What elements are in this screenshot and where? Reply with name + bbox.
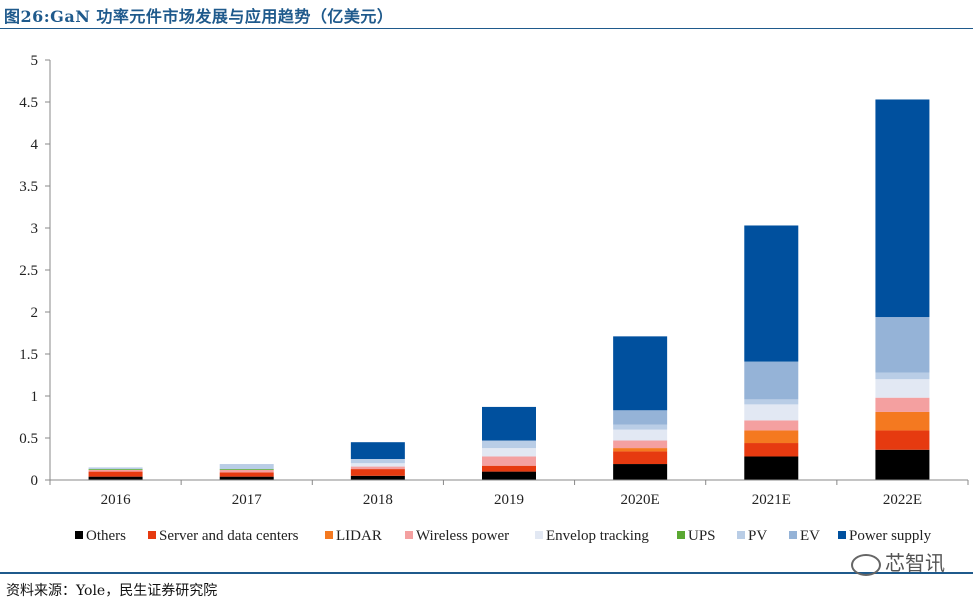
- bar-segment: [88, 467, 143, 470]
- y-tick-label: 0: [31, 473, 39, 489]
- legend-swatch: [148, 531, 156, 539]
- bar-segment: [613, 451, 668, 465]
- legend-label: PV: [748, 528, 767, 544]
- bar-segment: [613, 336, 668, 411]
- bar-segment: [350, 469, 405, 476]
- bar-segment: [88, 469, 143, 472]
- legend-label: Power supply: [849, 528, 932, 544]
- bar-segment: [350, 442, 405, 459]
- bar-segment: [613, 424, 668, 430]
- y-tick-label: 4: [31, 137, 39, 153]
- bar-segment: [219, 469, 274, 473]
- bar-segment: [875, 372, 930, 380]
- bar-segment: [875, 430, 930, 450]
- bar-segment: [88, 476, 143, 480]
- legend-label: Envelop tracking: [546, 528, 649, 544]
- bar-segment: [875, 397, 930, 412]
- legend-swatch: [325, 531, 333, 539]
- x-tick-label: 2019: [494, 492, 524, 508]
- y-tick-label: 0.5: [19, 431, 38, 447]
- y-tick-label: 5: [31, 53, 39, 69]
- y-tick-label: 2.5: [19, 263, 38, 279]
- bar-segment: [744, 399, 799, 405]
- bar-segment: [744, 361, 799, 400]
- bar-segment: [613, 410, 668, 425]
- legend: Others Server and data centers LIDAR Wirele…: [75, 528, 932, 544]
- stacked-bar-chart: 00.511.522.533.544.55 2016 2017 2018 2019 20…: [19, 53, 969, 544]
- bar-segment: [875, 317, 930, 373]
- bar-segment: [350, 459, 405, 464]
- footer-divider: [0, 572, 973, 574]
- bar-segment: [744, 456, 799, 480]
- x-tick-label: 2020E: [621, 492, 660, 508]
- y-tick-label: 3: [31, 221, 39, 237]
- bar-segment: [613, 464, 668, 480]
- legend-label: LIDAR: [336, 528, 382, 544]
- legend-swatch: [535, 531, 543, 539]
- bars: [88, 99, 930, 480]
- bar-segment: [613, 440, 668, 449]
- bar-segment: [88, 469, 143, 470]
- page-title: 图26:GaN 功率元件市场发展与应用趋势（亿美元）: [4, 7, 394, 26]
- y-tick-label: 3.5: [19, 179, 38, 195]
- bar-segment: [88, 471, 143, 477]
- source-note: 资料来源：Yole，民生证券研究院: [6, 583, 218, 599]
- bar-segment: [744, 404, 799, 421]
- legend-swatch: [789, 531, 797, 539]
- legend-swatch: [838, 531, 846, 539]
- bar-segment: [744, 430, 799, 444]
- bar-segment: [744, 443, 799, 457]
- watermark-text: 芯智讯: [885, 551, 945, 575]
- bar-segment: [875, 99, 930, 318]
- legend-label: Wireless power: [416, 528, 509, 544]
- y-tick-label: 4.5: [19, 95, 38, 111]
- y-axis: 0 0.5 1 1.5 2 2.5 3 3.5 4 4.5 5: [19, 53, 51, 489]
- legend-label: Others: [86, 528, 126, 544]
- x-tick-label: 2022E: [883, 492, 922, 508]
- bar-segment: [482, 406, 536, 441]
- bar-segment: [875, 379, 930, 398]
- title-divider: [0, 28, 973, 29]
- legend-swatch: [75, 531, 83, 539]
- bar-segment: [482, 465, 536, 472]
- bar-segment: [482, 471, 536, 480]
- y-tick-label: 1: [31, 389, 39, 405]
- legend-label: UPS: [688, 528, 716, 544]
- legend-swatch: [677, 531, 685, 539]
- bar-segment: [744, 225, 799, 362]
- y-tick-label: 1.5: [19, 347, 38, 363]
- bar-segment: [219, 472, 274, 477]
- bar-segment: [219, 464, 274, 470]
- x-axis: 2016 2017 2018 2019 2020E 2021E 2022E: [49, 479, 969, 508]
- bar-segment: [482, 440, 536, 449]
- bar-segment: [219, 476, 274, 480]
- y-tick-label: 2: [31, 305, 39, 321]
- bar-segment: [482, 456, 536, 466]
- legend-swatch: [737, 531, 745, 539]
- bar-segment: [875, 449, 930, 480]
- bar-segment: [875, 411, 930, 431]
- bar-segment: [482, 448, 536, 457]
- bar-segment: [613, 429, 668, 441]
- x-tick-label: 2017: [232, 492, 263, 508]
- legend-label: EV: [800, 528, 820, 544]
- legend-label: Server and data centers: [159, 528, 299, 544]
- legend-swatch: [405, 531, 413, 539]
- bar-segment: [744, 420, 799, 431]
- bar-segment: [350, 463, 405, 467]
- bar-segment: [350, 466, 405, 470]
- x-tick-label: 2016: [101, 492, 132, 508]
- bar-segment: [219, 469, 274, 470]
- x-tick-label: 2021E: [752, 492, 791, 508]
- watermark: 芯智讯: [851, 547, 945, 576]
- wechat-icon: [851, 553, 881, 576]
- bar-segment: [350, 475, 405, 480]
- bar-segment: [613, 448, 668, 452]
- x-tick-label: 2018: [363, 492, 393, 508]
